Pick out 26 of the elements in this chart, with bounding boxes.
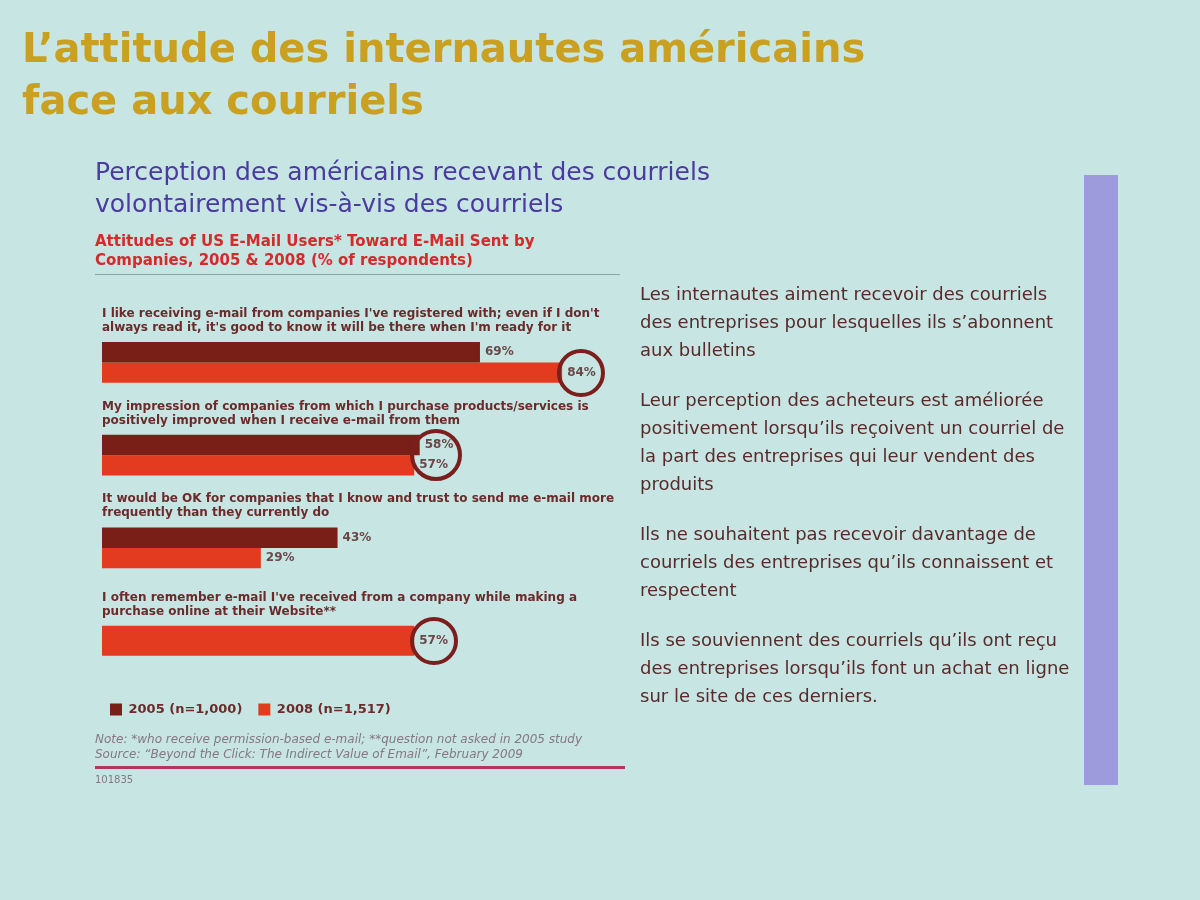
data-label: 29% [265, 550, 295, 565]
text: Les internautes aiment recevoir des courriels des entreprises pour lesquelles ils s’abonnent aux bulletins [640, 282, 1055, 362]
legend-label: 2008 (n=1,517) [276, 700, 391, 716]
legend-label: 2005 (n=1,000) [128, 700, 243, 716]
chart-subtitle: Perception des américains recevant des courriels volontairement vis-à-vis des courriels [95, 156, 711, 220]
data-label: 43% [342, 529, 372, 544]
chart-title: L’attitude des internautes américains face aux courriels [22, 24, 867, 125]
y-tick-label: It would be OK for companies that I know and trust to send me e-mail more frequently than they currently do [102, 491, 615, 520]
y-tick-label: I like receiving e-mail from companies I've registered with; even if I don't always read it, it's good to know it will be there when I'm ready for it [102, 305, 600, 334]
text: Ils ne souhaitent pas recevoir davantage de courriels des entreprises qu’ils connaissent et respectent [640, 522, 1055, 602]
source-note: Source: “Beyond the Click: The Indirect Value of Email”, February 2009 [95, 747, 625, 769]
data-label: 69% [484, 344, 514, 359]
data-label: 58% [424, 437, 454, 452]
y-tick-label: I often remember e-mail I've received from a company while making a purchase online at their Website** [102, 589, 577, 618]
text: 101835 [95, 773, 135, 787]
data-label: 57% [419, 457, 448, 472]
y-tick-label: My impression of companies from which I purchase products/services is positively improved when I receive e-mail from them [102, 398, 589, 427]
text: Ils se souviennent des courriels qu’ils ont reçu des entreprises lorsqu’ils font un achat en ligne sur le site de ces derniers. [640, 628, 1071, 708]
data-label: 57% [419, 632, 448, 647]
bar [102, 547, 261, 569]
text: Attitudes of US E-Mail Users* Toward E-Mail Sent by Companies, 2005 & 2008 (% of respondents) [95, 232, 620, 275]
text: Leur perception des acheteurs est améliorée positivement lorsqu’ils reçoivent un courriel de la part des entreprises qui leur vendent des produits [640, 388, 1066, 496]
bar [102, 341, 480, 363]
text: Note: *who receive permission-based e-mail; **question not asked in 2005 study [95, 732, 584, 747]
bar [102, 527, 338, 548]
data-label: 84% [567, 364, 596, 379]
